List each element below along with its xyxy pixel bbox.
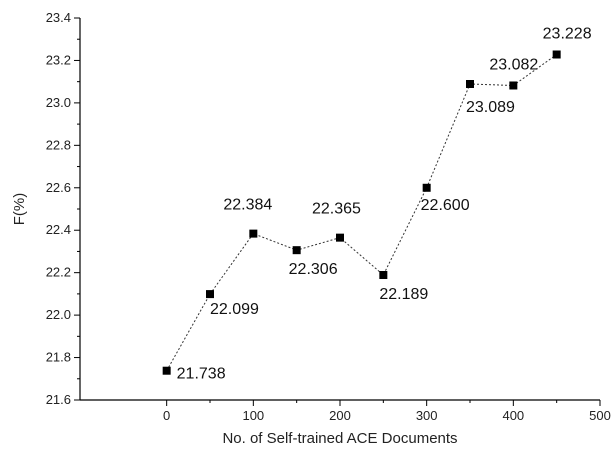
- data-label: 22.365: [312, 201, 361, 218]
- x-tick-label: 0: [163, 408, 170, 423]
- data-label: 23.228: [543, 26, 592, 43]
- data-label: 23.089: [466, 99, 515, 116]
- y-axis-ticks: 21.6 21.8 22.0 22.2 22.4 22.6 22.8 23.0 23.2 23.4: [46, 10, 80, 407]
- data-point-marker: [249, 229, 258, 238]
- y-tick-label: 21.6: [46, 392, 71, 407]
- y-tick-label: 22.4: [46, 222, 71, 237]
- data-label: 23.082: [489, 56, 538, 73]
- data-point-marker: [162, 366, 171, 375]
- y-tick-label: 23.2: [46, 52, 71, 67]
- x-tick-label: 500: [589, 408, 611, 423]
- x-tick-label: 300: [416, 408, 438, 423]
- y-axis-label: F(%): [11, 193, 28, 226]
- y-tick-label: 23.4: [46, 10, 71, 25]
- data-label: 22.099: [210, 301, 259, 318]
- data-point-marker: [206, 290, 214, 299]
- series-line-group: [166, 54, 557, 371]
- data-point-marker: [422, 183, 431, 192]
- data-label: 22.189: [379, 286, 428, 303]
- y-tick-label: 21.8: [46, 350, 71, 365]
- data-point-marker: [379, 271, 388, 280]
- data-point-marker: [336, 233, 344, 242]
- data-label: 22.384: [223, 197, 272, 214]
- x-axis-label: No. of Self-trained ACE Documents: [222, 430, 457, 447]
- data-point-marker: [466, 80, 474, 89]
- x-tick-label: 200: [329, 408, 351, 423]
- data-point-marker: [292, 246, 301, 255]
- data-label: 22.306: [289, 261, 338, 278]
- y-tick-label: 22.0: [46, 307, 71, 322]
- data-point-marker: [509, 81, 518, 90]
- y-tick-label: 22.2: [46, 265, 71, 280]
- data-markers: [162, 50, 561, 375]
- data-labels: 21.738 22.099 22.384 22.306 22.365 22.189 22.6…: [177, 26, 592, 383]
- series-line: [166, 54, 557, 371]
- x-axis-ticks: 0 100 200 300 400 500: [163, 400, 611, 423]
- data-label: 21.738: [177, 366, 226, 383]
- x-tick-label: 400: [502, 408, 524, 423]
- y-tick-label: 22.8: [46, 137, 71, 152]
- y-tick-label: 22.6: [46, 180, 71, 195]
- data-label: 22.600: [421, 197, 470, 214]
- data-point-marker: [552, 50, 561, 59]
- y-tick-label: 23.0: [46, 95, 71, 110]
- x-tick-label: 100: [242, 408, 264, 423]
